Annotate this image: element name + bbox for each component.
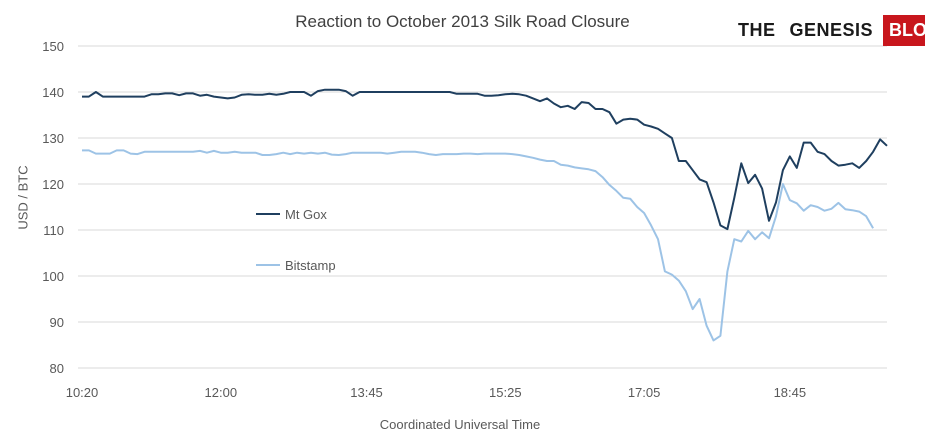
- x-axis-title: Coordinated Universal Time: [379, 417, 541, 432]
- x-tick-label: 10:20: [66, 385, 99, 400]
- y-tick-label: 90: [50, 315, 64, 330]
- y-tick-label: 80: [50, 361, 64, 376]
- x-axis-ticks: 10:20 12:00 13:45 15:25 17:05 18:45: [66, 385, 806, 400]
- logo-word-genesis: GENESIS: [789, 19, 874, 40]
- y-tick-label: 110: [43, 223, 64, 238]
- grid-lines: [78, 45, 887, 369]
- y-tick-label: 150: [42, 39, 64, 54]
- y-tick-label: 120: [42, 177, 64, 192]
- x-tick-label: 15:25: [489, 385, 522, 400]
- series-line-mt-gox: [82, 88, 888, 231]
- x-tick-label: 18:45: [774, 385, 807, 400]
- chart-title: Reaction to October 2013 Silk Road Closu…: [295, 12, 630, 31]
- logo-word-the: THE: [738, 19, 776, 40]
- legend: Mt Gox Bitstamp: [256, 207, 336, 273]
- series-lines: [82, 88, 888, 342]
- legend-label: Bitstamp: [285, 258, 336, 273]
- y-axis-ticks: 80 90 100 110 120 130 140 150: [42, 39, 64, 376]
- y-tick-label: 100: [42, 269, 64, 284]
- x-tick-label: 17:05: [628, 385, 661, 400]
- y-tick-label: 130: [42, 131, 64, 146]
- genesis-block-logo: THE GENESIS BLOCK: [738, 14, 925, 46]
- y-axis-title: USD / BTC: [15, 165, 31, 230]
- logo-word-block: BLOCK: [883, 14, 925, 46]
- x-tick-label: 12:00: [205, 385, 238, 400]
- y-tick-label: 140: [42, 85, 64, 100]
- legend-label: Mt Gox: [285, 207, 327, 222]
- series-line-bitstamp: [82, 149, 874, 342]
- x-tick-label: 13:45: [350, 385, 383, 400]
